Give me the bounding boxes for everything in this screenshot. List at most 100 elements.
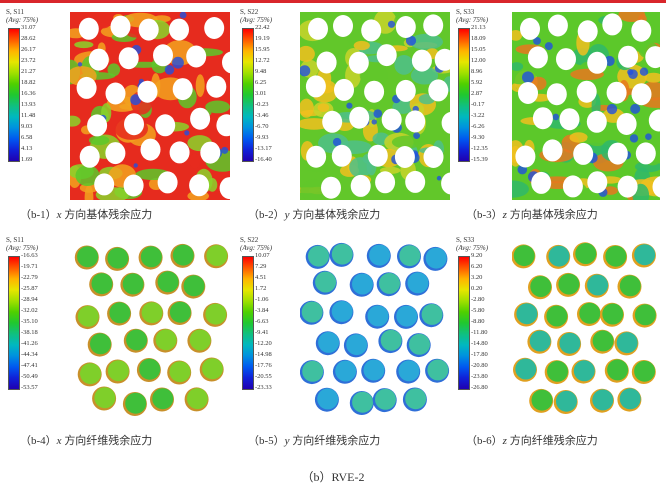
fiber-hole [305,75,326,98]
fiber-hole [123,174,144,197]
fiber-hole [441,172,450,195]
fiber-hole [308,17,328,40]
stress-patch [387,20,396,28]
stress-patch [304,165,334,173]
fiber-hole [364,80,385,103]
legend-tick: 5.92 [471,79,483,86]
fiber-core [152,388,174,410]
stress-patch [164,65,175,75]
stress-patch [522,71,534,84]
fiber-hole [546,83,567,106]
fiber-hole [423,14,444,37]
stress-patch [205,100,230,114]
fiber-hole [137,80,158,103]
fiber-hole [172,78,193,101]
fiber-hole [169,18,189,41]
fiber-core [634,304,656,326]
fiber-hole [216,114,230,137]
contour-plot [512,12,660,200]
fiber-hole [375,171,396,194]
fiber-hole [428,79,449,102]
fiber-core [367,305,389,327]
stress-patch [649,12,660,28]
legend-tick: 31.07 [21,24,36,31]
contour-plot [70,12,230,200]
stress-patch [317,103,330,112]
fiber-core [139,358,161,380]
caption-variable: z [502,209,507,221]
fiber-core [335,360,357,382]
fiber-core [516,303,538,325]
stress-patch [130,94,141,106]
fiber-hole [204,17,225,39]
legend-tick: 13.93 [21,101,36,108]
fiber-hole [200,141,221,164]
fiber-hole [321,176,341,199]
stress-patch [512,180,529,198]
legend-title: S, S33 (Avg: 75%) [456,236,488,252]
stress-patch [394,55,414,75]
stress-patch [179,12,187,19]
caption-text: 方向纤维残余应力 [61,435,153,447]
stress-patch [639,67,649,76]
contour-plot [74,243,229,416]
fiber-hole [222,51,230,74]
legend-tick: 15.95 [255,46,270,53]
legend-tick: 21.13 [471,24,486,31]
fiber-core [531,389,553,411]
stress-patch [353,40,370,51]
caption-variable: x [56,209,62,221]
stress-patch [436,175,442,181]
stress-patch [630,103,641,114]
stress-patch [512,62,524,71]
fiber-core [587,274,609,296]
fiber-hole [616,113,637,135]
legend-average: (Avg: 75%) [6,16,39,24]
fiber-core [425,247,447,269]
contour-plot [300,12,450,200]
caption-label: （b-5） [248,435,285,447]
fiber-core [602,303,624,325]
legend-tick: -13.17 [255,145,272,152]
stress-patch [300,45,315,62]
fiber-core [530,276,552,297]
legend-tick: 6.58 [21,134,33,141]
fiber-hole [527,46,548,69]
stress-patch [533,37,541,45]
fiber-hole [441,112,450,134]
fiber-hole [118,47,139,70]
fiber-hole [602,13,623,36]
top-red-rule [0,0,666,3]
legend-tick: 15.05 [471,46,486,53]
fiber-core [172,244,194,266]
legend-tick: 16.36 [21,90,36,97]
fiber-core [380,329,402,351]
fiber-hole [333,15,353,37]
panel-caption: （b-6）z 方向纤维残余应力 [466,432,598,448]
fiber-hole [189,174,210,197]
contour-plot [512,242,657,414]
fiber-hole [562,175,583,198]
fiber-hole [140,138,161,161]
fiber-core [77,246,99,268]
fiber-hole [652,176,660,198]
legend-tick: 4.13 [21,145,33,152]
legend-tick: -9.93 [255,134,269,141]
stress-patch [544,42,553,51]
legend-tick: 26.17 [21,46,36,53]
fiber-hole [577,20,598,43]
legend-tick: 1.69 [21,156,33,163]
legend-tick: 21.27 [21,68,36,75]
legend-tick: -9.30 [471,134,485,141]
legend-title: S, S11 (Avg: 75%) [6,8,38,24]
legend-tick: 4.51 [255,274,267,281]
fiber-core [302,360,324,382]
caption-text: 方向基体残余应力 [289,209,381,221]
fiber-core [206,245,228,266]
legend-tick: -35.10 [21,318,38,325]
panel-caption: （b-2）y 方向基体残余应力 [248,206,380,222]
fiber-hole [186,45,207,68]
legend-colorbar [8,256,20,390]
legend-variable: S, S22 [240,236,259,244]
legend-tick: 9.20 [471,252,483,259]
